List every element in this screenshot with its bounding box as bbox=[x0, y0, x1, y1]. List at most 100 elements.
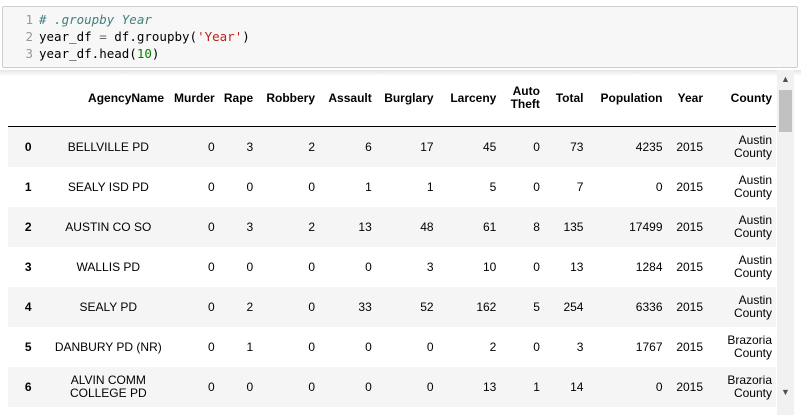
table-cell: 73 bbox=[570, 139, 584, 154]
column-header: Auto Theft bbox=[500, 70, 544, 127]
table-cell: 0 bbox=[426, 379, 434, 394]
code-token: 10 bbox=[136, 46, 152, 61]
table-cell: 6336 bbox=[635, 299, 663, 314]
table-header-row: AgencyName Murder Rape Robbery Assault Burgla… bbox=[8, 70, 776, 127]
table-cell: 0 bbox=[208, 259, 215, 274]
table-cell: 0 bbox=[365, 339, 372, 354]
table-cell: 2 bbox=[308, 139, 316, 154]
scrollbar-thumb[interactable] bbox=[779, 90, 792, 132]
column-header: AgencyName bbox=[48, 70, 169, 127]
table-cell: 0 bbox=[246, 379, 254, 394]
column-header: Rape bbox=[218, 70, 258, 127]
table-cell: AUSTIN CO SO bbox=[65, 219, 152, 234]
table-cell: 1 bbox=[426, 179, 434, 194]
table-cell: 0 bbox=[533, 139, 540, 154]
column-header: Larceny bbox=[437, 70, 501, 127]
table-cell: 2015 bbox=[676, 179, 704, 194]
code-line[interactable]: 2 year_df = df.groupby('Year') bbox=[3, 28, 250, 45]
table-cell: 135 bbox=[563, 219, 584, 234]
vertical-scrollbar[interactable]: ▲ ▼ bbox=[777, 70, 794, 415]
table-cell: 6 bbox=[365, 139, 372, 154]
table-cell: 52 bbox=[420, 299, 434, 314]
table-cell: 2 bbox=[308, 219, 316, 234]
table-cell: Austin County bbox=[733, 213, 772, 240]
table-cell: 2015 bbox=[676, 339, 704, 354]
table-cell: 5 bbox=[489, 179, 497, 194]
row-index: 5 bbox=[24, 339, 32, 354]
table-cell: 7 bbox=[576, 179, 584, 194]
table-cell: 10 bbox=[483, 259, 497, 274]
table-cell: 3 bbox=[576, 339, 584, 354]
row-index: 1 bbox=[24, 179, 32, 194]
table-cell: 3 bbox=[246, 139, 254, 154]
table-cell: WALLIS PD bbox=[76, 259, 141, 274]
column-header: Robbery bbox=[257, 70, 320, 127]
table-cell: 0 bbox=[533, 259, 540, 274]
row-index: 3 bbox=[24, 259, 32, 274]
table-cell: 5 bbox=[533, 299, 540, 314]
code-line[interactable]: 3 year_df.head(10) bbox=[3, 45, 159, 62]
table-cell: 61 bbox=[483, 219, 497, 234]
table-cell: 0 bbox=[208, 339, 215, 354]
table-cell: 4235 bbox=[635, 139, 663, 154]
table-cell: 0 bbox=[246, 179, 254, 194]
code-line[interactable]: 1 # .groupby Year bbox=[3, 11, 152, 28]
table-cell: 0 bbox=[208, 179, 215, 194]
table-row: 1 SEALY ISD PD 0 0 0 1 1 5 0 7 0 2015 Austin County bbox=[8, 167, 776, 207]
row-index: 6 bbox=[24, 379, 32, 394]
table-cell: 2015 bbox=[676, 219, 704, 234]
output-area: AgencyName Murder Rape Robbery Assault Burgla… bbox=[0, 70, 801, 415]
table-cell: 2015 bbox=[676, 379, 704, 394]
triangle-down-icon[interactable]: ▼ bbox=[781, 386, 790, 397]
column-header: Total bbox=[543, 70, 588, 127]
table-cell: 1767 bbox=[635, 339, 663, 354]
table-cell: 1284 bbox=[635, 259, 663, 274]
table-cell: 33 bbox=[358, 299, 372, 314]
table-cell: 162 bbox=[476, 299, 497, 314]
code-token: 'Year' bbox=[197, 29, 243, 44]
table-row: 2 AUSTIN CO SO 0 3 2 13 48 61 8 135 17499 2015 Austi… bbox=[8, 207, 776, 247]
table-cell: 2 bbox=[489, 339, 497, 354]
table-cell: 0 bbox=[655, 179, 663, 194]
table-cell: DANBURY PD (NR) bbox=[54, 339, 162, 354]
table-cell: Austin County bbox=[733, 253, 772, 280]
dataframe-output: AgencyName Murder Rape Robbery Assault Burgla… bbox=[8, 70, 776, 415]
table-cell: 0 bbox=[308, 299, 316, 314]
table-cell: 0 bbox=[308, 379, 316, 394]
table-cell: 13 bbox=[483, 379, 497, 394]
line-number: 1 bbox=[25, 12, 33, 27]
triangle-up-icon[interactable]: ▲ bbox=[781, 73, 790, 84]
table-cell: 48 bbox=[420, 219, 434, 234]
table-row: 0 BELLVILLE PD 0 3 2 6 17 45 0 73 4235 2015 Austin C… bbox=[8, 126, 776, 167]
table-row: 6 ALVIN COMM COLLEGE PD 0 0 0 0 0 13 1 14 0 2015 Bra… bbox=[8, 367, 776, 407]
table-cell: 14 bbox=[570, 379, 584, 394]
table-cell: 0 bbox=[365, 259, 372, 274]
table-cell: 17499 bbox=[629, 219, 663, 234]
table-cell: 1 bbox=[246, 339, 254, 354]
column-header: Murder bbox=[168, 70, 219, 127]
table-cell: 2015 bbox=[676, 259, 704, 274]
column-header bbox=[8, 70, 49, 127]
column-header: Population bbox=[587, 70, 667, 127]
code-token: # .groupby Year bbox=[39, 12, 152, 27]
row-index: 2 bbox=[24, 219, 32, 234]
table-cell: Brazoria County bbox=[727, 373, 772, 400]
table-cell: 0 bbox=[246, 259, 254, 274]
table-cell: 17 bbox=[420, 139, 434, 154]
code-token: ) bbox=[242, 29, 250, 44]
table-cell: 0 bbox=[308, 259, 316, 274]
table-cell: 3 bbox=[246, 219, 254, 234]
column-header: Burglary bbox=[375, 70, 438, 127]
code-token: ) bbox=[151, 46, 160, 61]
table-cell: 0 bbox=[308, 339, 316, 354]
table-cell: Austin County bbox=[733, 133, 772, 160]
table-cell: Brazoria County bbox=[727, 333, 772, 360]
table-cell: 2015 bbox=[676, 299, 704, 314]
line-number: 3 bbox=[25, 46, 33, 61]
table-cell: 0 bbox=[365, 379, 372, 394]
table-cell: 0 bbox=[533, 339, 540, 354]
row-index: 4 bbox=[24, 299, 32, 314]
table-cell: 13 bbox=[358, 219, 372, 234]
column-header: Assault bbox=[319, 70, 376, 127]
code-cell[interactable]: 1 # .groupby Year 2 year_df = df.groupby('Y… bbox=[2, 6, 798, 68]
